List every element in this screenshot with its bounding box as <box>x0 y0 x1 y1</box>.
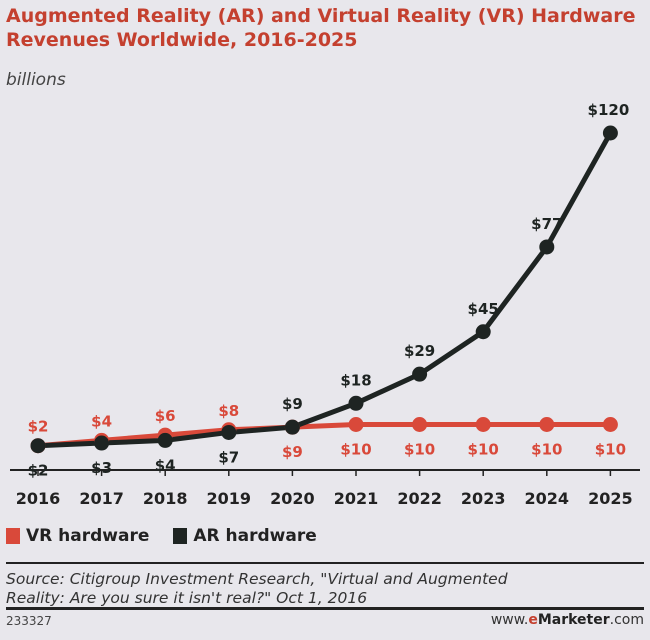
legend-swatch-ar <box>173 528 188 544</box>
data-point-ar <box>284 419 300 435</box>
data-label-ar: $9 <box>282 395 303 413</box>
x-tick-label: 2020 <box>270 489 315 508</box>
data-point-vr <box>475 417 491 432</box>
divider <box>6 607 644 610</box>
legend-label-ar: AR hardware <box>193 526 317 546</box>
data-label-ar: $18 <box>340 371 371 389</box>
data-label-vr: $10 <box>531 441 562 459</box>
data-label-ar: $4 <box>155 456 176 474</box>
data-point-vr <box>539 417 555 432</box>
data-point-ar <box>221 424 237 440</box>
data-point-vr <box>412 417 428 432</box>
divider <box>6 562 644 564</box>
legend-item-vr: VR hardware <box>6 526 149 546</box>
data-label-vr: $10 <box>404 441 435 459</box>
data-label-ar: $3 <box>91 459 112 477</box>
data-point-ar <box>94 435 110 451</box>
data-label-ar: $7 <box>218 448 239 466</box>
x-tick-label: 2018 <box>143 489 188 508</box>
legend-swatch-vr <box>6 528 20 544</box>
legend-label-vr: VR hardware <box>26 526 150 546</box>
data-label-vr: $9 <box>282 443 303 461</box>
data-label-vr: $8 <box>218 402 239 420</box>
x-tick-label: 2025 <box>588 489 633 508</box>
data-label-vr: $10 <box>595 441 626 459</box>
x-tick-label: 2016 <box>16 489 61 508</box>
data-point-ar <box>30 438 46 454</box>
data-point-ar <box>348 395 364 411</box>
x-tick-label: 2019 <box>207 489 252 508</box>
data-point-ar <box>602 125 618 141</box>
chart-id: 233327 <box>6 614 52 628</box>
data-label-vr: $4 <box>91 412 112 430</box>
brand-e: e <box>528 612 538 628</box>
data-label-vr: $6 <box>155 407 176 425</box>
data-label-ar: $2 <box>28 462 49 480</box>
data-point-vr <box>348 417 364 432</box>
legend: VR hardware AR hardware <box>6 526 317 546</box>
brand-name: Marketer <box>537 612 610 628</box>
data-label-ar: $45 <box>468 300 499 318</box>
chart-subtitle: billions <box>6 70 66 90</box>
x-tick-label: 2021 <box>334 489 379 508</box>
data-label-ar: $29 <box>404 342 435 360</box>
series-line-vr <box>37 422 611 449</box>
x-tick-label: 2023 <box>461 489 506 508</box>
data-label-ar: $77 <box>531 215 562 233</box>
line-chart: 2016 2017 2018 2019 2020 2021 2022 2023 2024 2025… <box>10 101 640 508</box>
series-line-ar <box>37 131 613 449</box>
x-tick-label: 2017 <box>79 489 124 508</box>
data-point-ar <box>412 366 428 382</box>
x-tick-label: 2024 <box>525 489 570 508</box>
data-point-ar <box>539 239 555 255</box>
data-label-vr: $10 <box>468 441 499 459</box>
legend-item-ar: AR hardware <box>173 526 317 546</box>
data-point-vr <box>602 417 618 432</box>
chart-title: Augmented Reality (AR) and Virtual Reali… <box>6 5 636 51</box>
source-note: Source: Citigroup Investment Research, "… <box>6 570 508 607</box>
data-label-vr: $10 <box>340 441 371 459</box>
brand-prefix: www. <box>490 612 529 628</box>
data-label-vr: $2 <box>28 418 49 436</box>
data-point-ar <box>475 324 491 340</box>
x-tick-label: 2022 <box>397 489 442 508</box>
data-label-ar: $120 <box>588 101 630 119</box>
brand-link[interactable]: www.eMarketer.com <box>491 612 644 628</box>
data-point-ar <box>157 432 173 448</box>
brand-suffix: .com <box>609 612 644 628</box>
